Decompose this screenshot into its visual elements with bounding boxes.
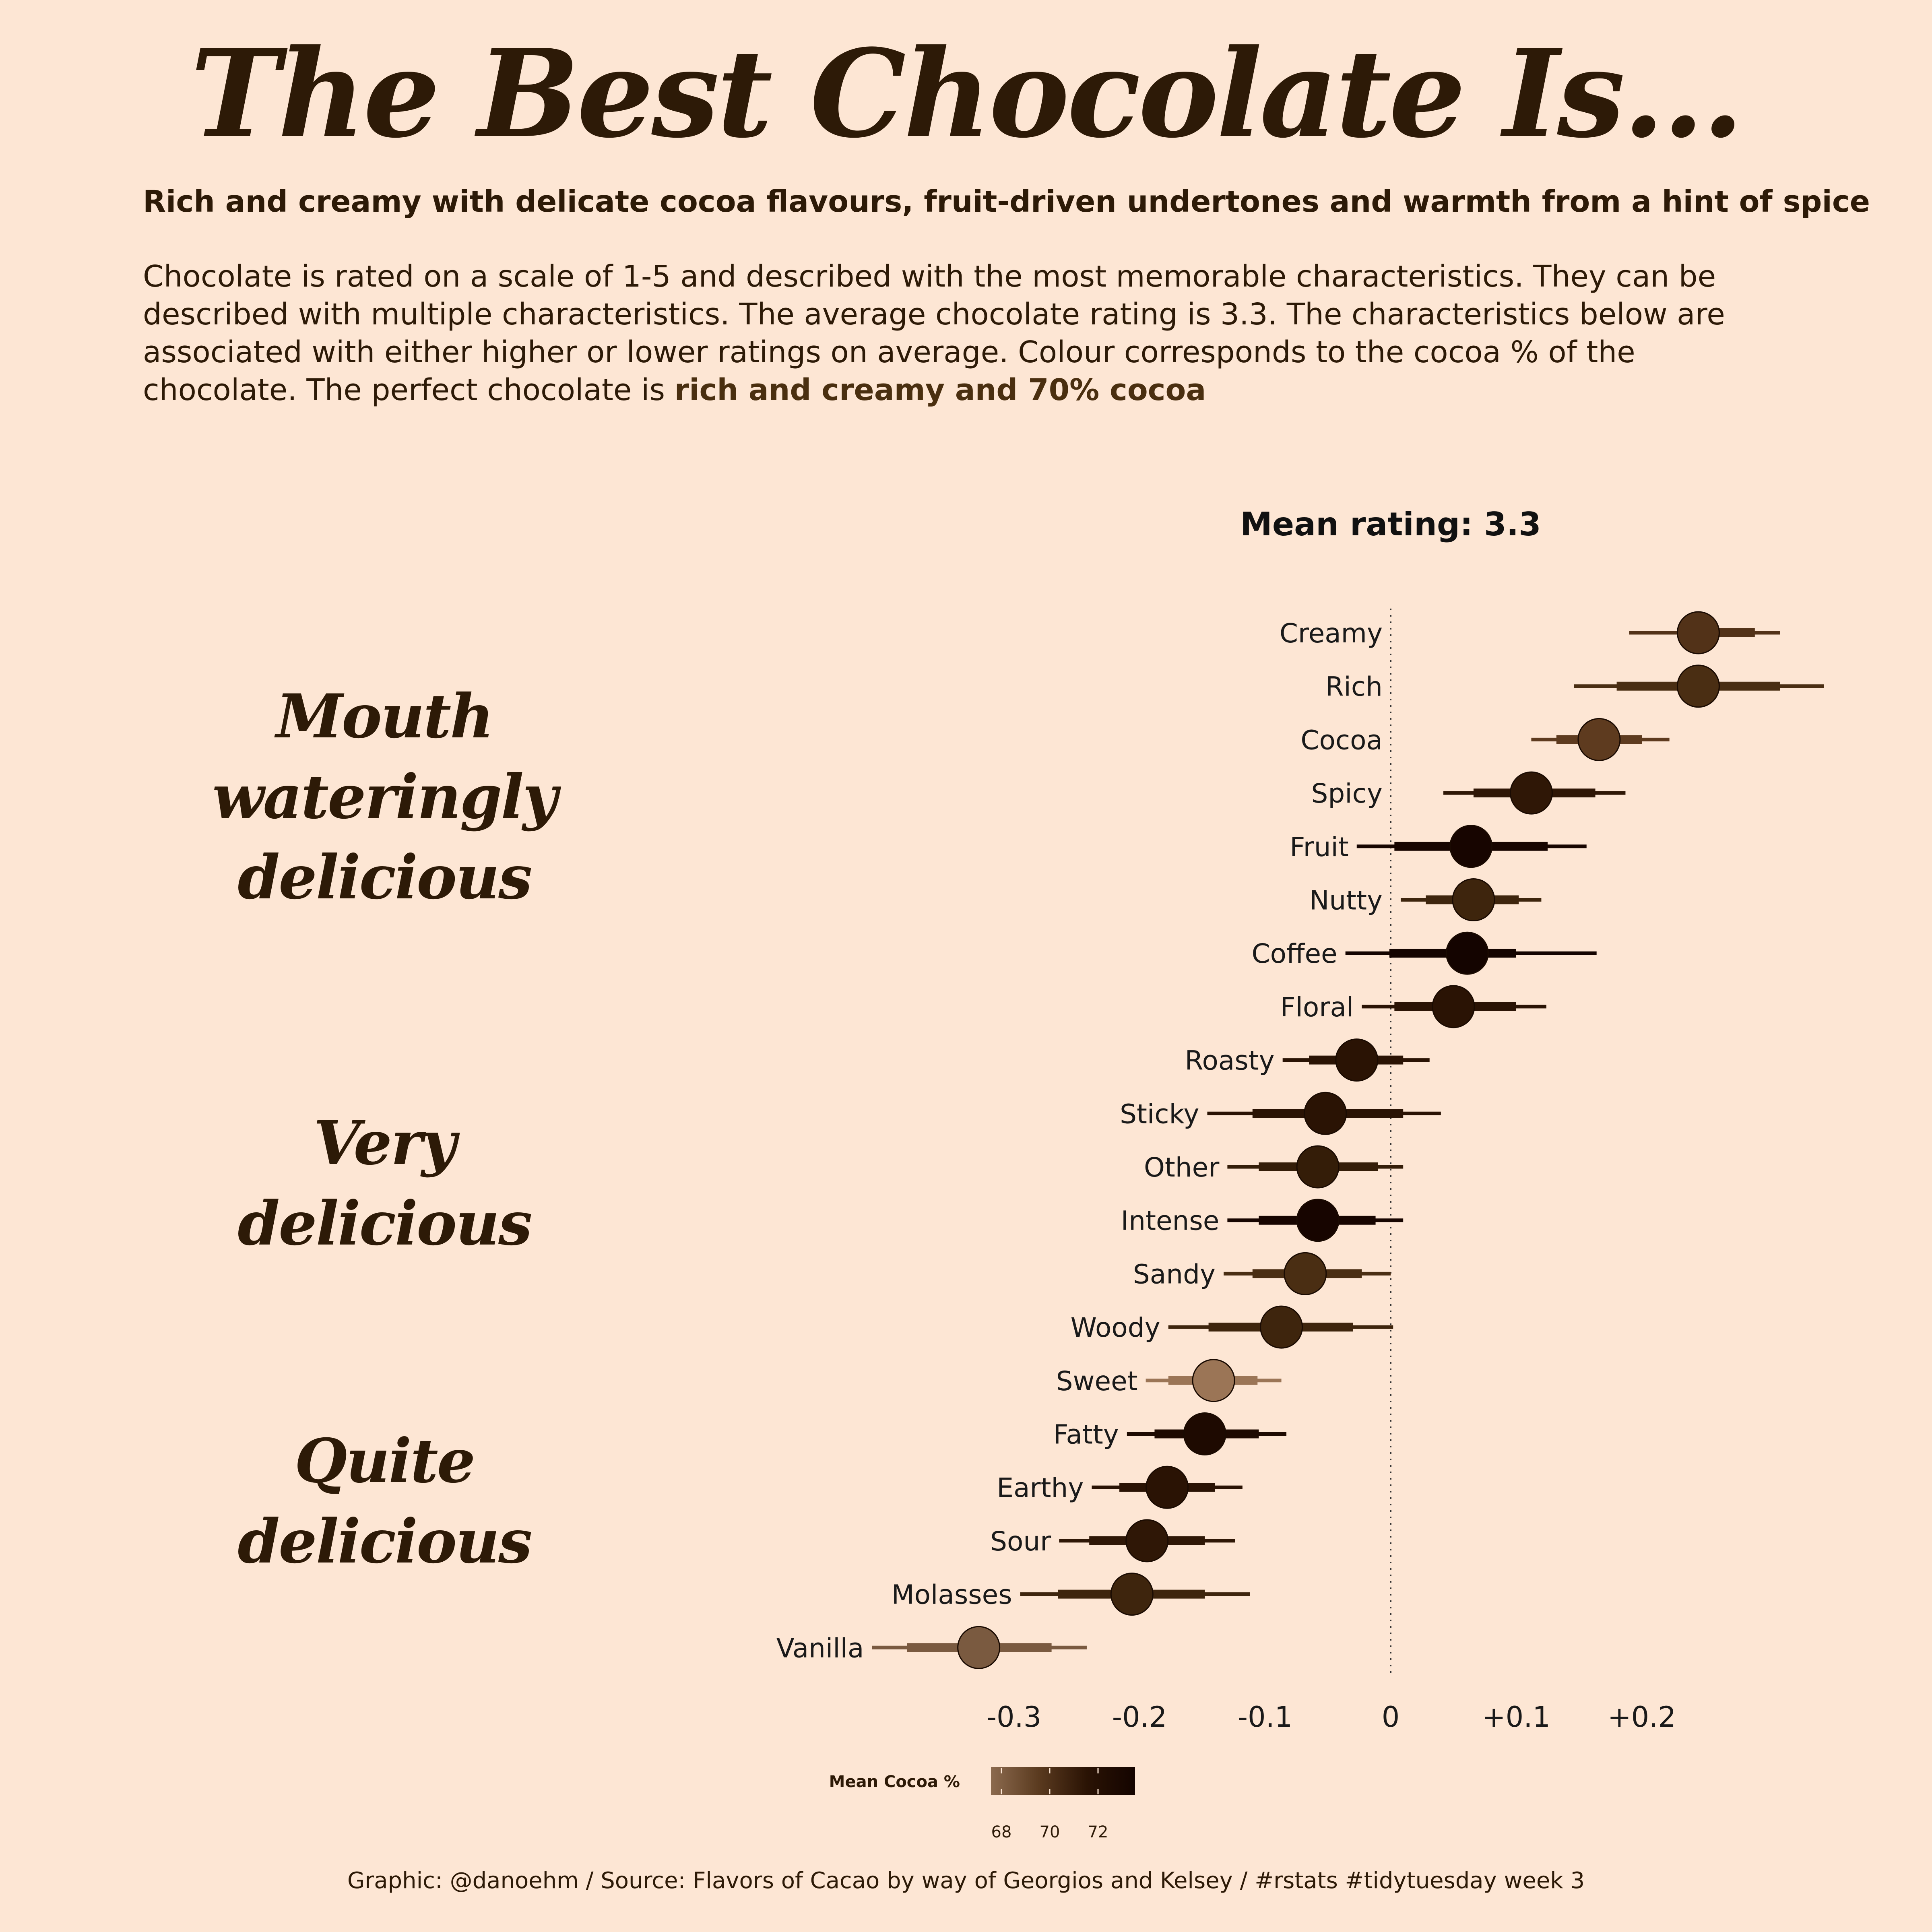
chart-description: Chocolate is rated on a scale of 1-5 and…	[143, 258, 1773, 409]
point-intense	[1296, 1199, 1340, 1242]
row-creamy: Creamy	[1280, 611, 1780, 654]
label-woody: Woody	[1071, 1312, 1160, 1343]
label-molasses: Molasses	[892, 1579, 1012, 1610]
row-intense: Intense	[1121, 1199, 1404, 1242]
tier-label-quite: Quite delicious	[173, 1421, 596, 1582]
point-sweet	[1192, 1359, 1235, 1402]
mean-rating-label: Mean rating: 3.3	[1240, 506, 1541, 543]
tier-label-very-line1: Very	[313, 1108, 456, 1179]
tier-label-mouth-line2: wateringly	[212, 762, 557, 832]
label-sweet: Sweet	[1056, 1366, 1138, 1397]
label-fatty: Fatty	[1053, 1419, 1119, 1450]
legend-tick-label: 70	[1040, 1823, 1060, 1841]
point-coffee	[1445, 931, 1489, 975]
row-roasty: Roasty	[1185, 1038, 1430, 1082]
chart-title: The Best Chocolate Is...	[190, 23, 1744, 165]
tier-label-mouth: Mouth wateringly delicious	[173, 676, 596, 918]
label-floral: Floral	[1280, 992, 1354, 1023]
point-sticky	[1304, 1092, 1347, 1135]
label-vanilla: Vanilla	[776, 1633, 864, 1664]
row-fatty: Fatty	[1053, 1412, 1287, 1455]
point-earthy	[1146, 1466, 1189, 1509]
footer-credit: Graphic: @danoehm / Source: Flavors of C…	[347, 1868, 1585, 1894]
legend-title: Mean Cocoa %	[829, 1773, 960, 1791]
point-rich	[1676, 665, 1720, 708]
label-sticky: Sticky	[1120, 1098, 1199, 1129]
x-tick-label: 0	[1382, 1701, 1400, 1734]
tier-label-quite-line2: delicious	[237, 1506, 532, 1577]
point-fatty	[1183, 1412, 1226, 1455]
row-rich: Rich	[1325, 665, 1824, 708]
cocoa-legend: Mean Cocoa % 68 70 72	[829, 1767, 1135, 1841]
point-sandy	[1284, 1252, 1327, 1295]
row-cocoa: Cocoa	[1300, 718, 1670, 761]
row-woody: Woody	[1071, 1305, 1393, 1349]
label-earthy: Earthy	[997, 1472, 1084, 1503]
tier-label-mouth-line3: delicious	[237, 842, 532, 913]
legend-tick-label: 72	[1088, 1823, 1108, 1841]
point-woody	[1260, 1305, 1303, 1349]
row-floral: Floral	[1280, 985, 1546, 1028]
chart-subtitle: Rich and creamy with delicate cocoa flav…	[143, 184, 1870, 219]
row-earthy: Earthy	[997, 1466, 1243, 1509]
point-molasses	[1110, 1573, 1154, 1616]
tier-label-very: Very delicious	[173, 1103, 596, 1264]
row-molasses: Molasses	[892, 1573, 1250, 1616]
description-text: Chocolate is rated on a scale of 1-5 and…	[143, 259, 1725, 407]
tier-label-very-line2: delicious	[237, 1188, 532, 1259]
label-intense: Intense	[1121, 1205, 1220, 1236]
label-rich: Rich	[1325, 671, 1383, 702]
x-tick-label: -0.2	[1112, 1701, 1167, 1734]
label-nutty: Nutty	[1309, 885, 1383, 916]
chart-rows: Creamy Rich Cocoa Spicy Fruit Nutty Coffee Flor…	[776, 611, 1824, 1669]
label-sandy: Sandy	[1133, 1259, 1216, 1290]
legend-tick-label: 68	[991, 1823, 1012, 1841]
x-axis-ticks: -0.3 -0.2 -0.1 0 +0.1 +0.2	[987, 1701, 1676, 1734]
point-other	[1296, 1145, 1340, 1189]
point-vanilla	[957, 1626, 1001, 1669]
row-sticky: Sticky	[1120, 1092, 1441, 1135]
point-spicy	[1509, 771, 1553, 815]
row-sweet: Sweet	[1056, 1359, 1282, 1402]
description-highlight: rich and creamy and 70% cocoa	[674, 373, 1206, 407]
row-other: Other	[1144, 1145, 1404, 1189]
label-spicy: Spicy	[1311, 778, 1383, 809]
point-creamy	[1676, 611, 1720, 654]
x-tick-label: +0.2	[1608, 1701, 1676, 1734]
label-cocoa: Cocoa	[1300, 724, 1383, 755]
row-sandy: Sandy	[1133, 1252, 1391, 1295]
tier-label-mouth-line1: Mouth	[276, 681, 494, 752]
x-tick-label: -0.1	[1238, 1701, 1293, 1734]
label-creamy: Creamy	[1280, 618, 1383, 649]
label-roasty: Roasty	[1185, 1045, 1275, 1076]
legend-color-bar	[991, 1767, 1135, 1795]
row-fruit: Fruit	[1290, 825, 1587, 868]
row-vanilla: Vanilla	[776, 1626, 1087, 1669]
label-fruit: Fruit	[1290, 832, 1348, 863]
x-tick-label: -0.3	[987, 1701, 1042, 1734]
row-sour: Sour	[990, 1519, 1235, 1563]
row-coffee: Coffee	[1252, 931, 1597, 975]
row-nutty: Nutty	[1309, 878, 1542, 921]
row-spicy: Spicy	[1311, 771, 1626, 815]
tier-label-quite-line1: Quite	[294, 1426, 475, 1496]
label-coffee: Coffee	[1252, 938, 1338, 969]
point-fruit	[1449, 825, 1493, 868]
point-nutty	[1452, 878, 1495, 921]
label-sour: Sour	[990, 1526, 1051, 1557]
point-floral	[1432, 985, 1475, 1028]
x-tick-label: +0.1	[1482, 1701, 1550, 1734]
point-roasty	[1335, 1038, 1379, 1082]
point-sour	[1125, 1519, 1169, 1563]
point-cocoa	[1577, 718, 1621, 761]
label-other: Other	[1144, 1152, 1220, 1183]
